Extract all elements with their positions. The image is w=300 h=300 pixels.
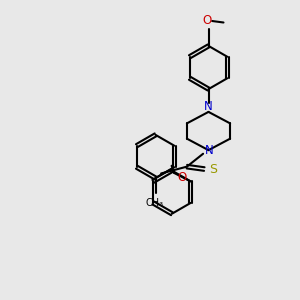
Text: O: O — [178, 171, 187, 184]
Text: CH₃: CH₃ — [146, 197, 164, 208]
Text: O: O — [202, 14, 211, 27]
Text: N: N — [204, 100, 213, 113]
Text: S: S — [209, 163, 217, 176]
Text: N: N — [205, 144, 214, 157]
